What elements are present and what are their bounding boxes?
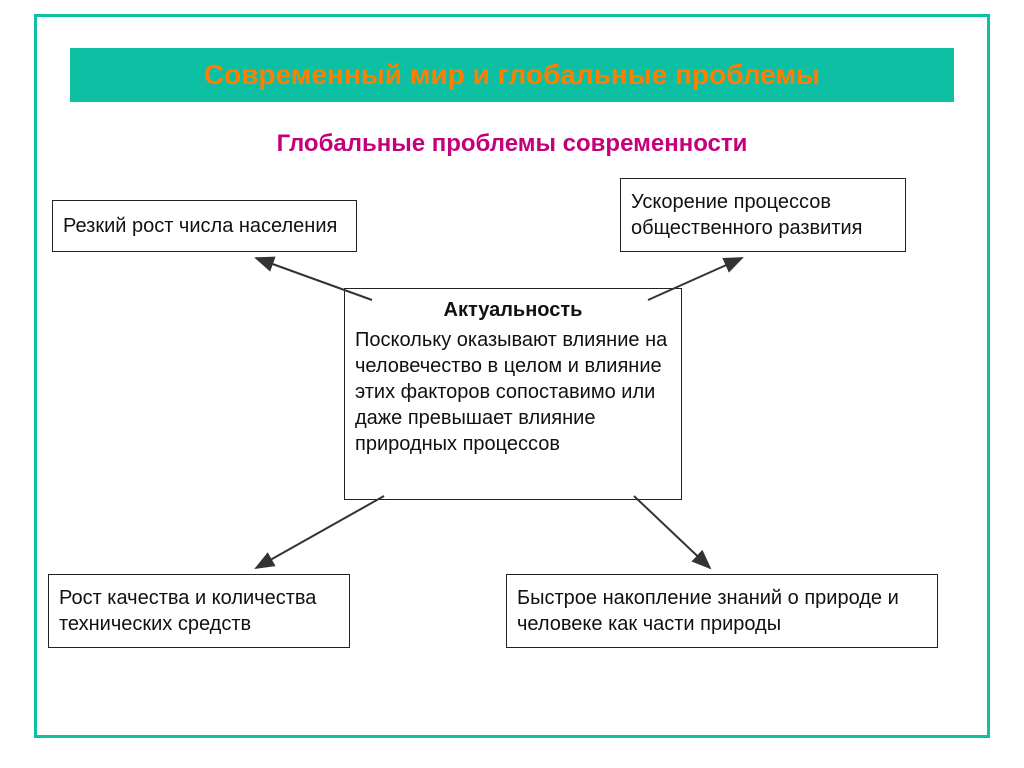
outer-node-text: Ускорение процессов общественного развит…	[631, 189, 895, 241]
center-node-body: Поскольку оказывают влияние на человечес…	[355, 327, 671, 457]
subtitle-text: Глобальные проблемы современности	[277, 130, 748, 157]
outer-node-top-right: Ускорение процессов общественного развит…	[620, 178, 906, 252]
center-node: Актуальность Поскольку оказывают влияние…	[344, 288, 682, 500]
outer-node-bottom-left: Рост качества и количества технических с…	[48, 574, 350, 648]
outer-node-text: Резкий рост числа населения	[63, 213, 337, 239]
outer-node-text: Быстрое накопление знаний о природе и че…	[517, 585, 927, 637]
outer-node-text: Рост качества и количества технических с…	[59, 585, 339, 637]
title-text: Современный мир и глобальные проблемы	[204, 59, 820, 91]
title-banner: Современный мир и глобальные проблемы	[70, 48, 954, 102]
outer-node-bottom-right: Быстрое накопление знаний о природе и че…	[506, 574, 938, 648]
subtitle: Глобальные проблемы современности	[0, 130, 1024, 158]
center-node-heading: Актуальность	[355, 297, 671, 323]
outer-node-top-left: Резкий рост числа населения	[52, 200, 357, 252]
